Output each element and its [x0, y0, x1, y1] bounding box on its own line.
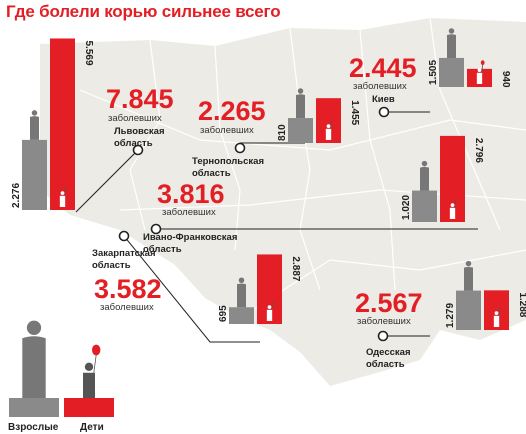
- child-icon: [59, 183, 68, 207]
- total-label-zakarpattia: заболевших: [100, 302, 154, 313]
- region-label-lviv: Львовская область: [114, 126, 165, 149]
- adult-icon: [30, 110, 39, 140]
- region-label-odesa: Одесская область: [366, 347, 411, 370]
- child-icon: [266, 297, 275, 321]
- total-label-odesa: заболевших: [357, 316, 411, 327]
- bar-group-kyiv: 1.505 940: [428, 28, 511, 88]
- value-label-adults: 1.279: [445, 303, 456, 328]
- region-dot: [150, 223, 162, 235]
- leader-line: [123, 235, 260, 343]
- value-label-adults: 695: [218, 305, 229, 322]
- bar-group-ivano-frankivsk: 1.020 2.796: [401, 135, 484, 222]
- total-zakarpattia: 3.582: [94, 274, 162, 304]
- bar-adults-lviv: [22, 139, 47, 210]
- bar-children-lviv: [50, 38, 75, 211]
- chart-title: Где болели корью сильнее всего: [6, 2, 281, 21]
- value-label-children: 2.887: [290, 256, 301, 281]
- region-dot: [132, 144, 144, 156]
- legend-adults-label: Взрослые: [8, 422, 59, 433]
- value-label-children: 1.455: [349, 100, 360, 125]
- legend-adult-icon: [22, 320, 46, 398]
- value-label-adults: 1.505: [428, 60, 439, 85]
- total-ivano-frankivsk: 3.816: [157, 179, 225, 209]
- region-border: [129, 39, 161, 231]
- value-label-adults: 810: [277, 124, 288, 141]
- adult-icon: [464, 260, 473, 291]
- region-label-zakarpattia: Закарпатская область: [92, 248, 156, 271]
- leader-line: [75, 149, 139, 213]
- value-label-adults: 1.020: [401, 195, 412, 220]
- adult-icon: [296, 88, 305, 119]
- value-label-children: 1.288: [517, 292, 526, 317]
- region-border: [289, 27, 321, 291]
- total-label-kyiv: заболевших: [353, 81, 407, 92]
- region-dot: [234, 142, 246, 154]
- region-dot: [378, 106, 390, 118]
- adult-icon: [447, 28, 456, 58]
- region-label-ternopil: Тернопольская область: [192, 156, 265, 179]
- total-kyiv: 2.445: [349, 53, 417, 83]
- total-label-lviv: заболевших: [108, 113, 162, 124]
- region-border: [239, 249, 526, 319]
- bar-group-zakarpattia: 695 2.887: [218, 254, 301, 324]
- legend-children-label: Дети: [80, 422, 104, 433]
- value-label-children: 940: [500, 71, 511, 88]
- adult-icon: [420, 160, 429, 191]
- legend-swatch-adults: [9, 398, 59, 417]
- bar-group-lviv: 2.276 5.569: [11, 38, 94, 211]
- child-icon: [493, 303, 502, 327]
- region-border: [214, 45, 241, 251]
- total-lviv: 7.845: [106, 84, 174, 114]
- value-label-children: 2.796: [473, 138, 484, 163]
- adult-icon: [237, 277, 246, 308]
- legend-swatch-children: [64, 398, 114, 417]
- bar-adults-ternopil: [288, 118, 313, 143]
- bar-group-odesa: 1.279 1.288: [445, 260, 526, 330]
- bar-adults-zakarpattia: [229, 307, 254, 324]
- region-label-kyiv: Киев: [372, 94, 395, 105]
- total-odesa: 2.567: [355, 288, 423, 318]
- bar-adults-ivano-frankivsk: [412, 190, 437, 222]
- legend-child-icon: [83, 344, 101, 398]
- total-label-ternopil: заболевших: [200, 125, 254, 136]
- total-ternopil: 2.265: [198, 96, 266, 126]
- child-icon: [325, 116, 334, 140]
- region-dot: [118, 230, 130, 242]
- legend: [9, 320, 114, 417]
- region-dot: [377, 330, 389, 342]
- total-label-ivano-frankivsk: заболевших: [162, 207, 216, 218]
- value-label-adults: 2.276: [11, 183, 22, 208]
- region-border: [359, 29, 396, 291]
- region-label-ivano-frankivsk: Ивано-Франковская область: [143, 232, 238, 255]
- map-landmass: [40, 18, 526, 386]
- bar-children-ivano-frankivsk: [440, 135, 465, 222]
- region-border: [79, 89, 526, 151]
- bar-group-ternopil: 810 1.455: [277, 88, 360, 143]
- child-icon: [476, 60, 485, 84]
- region-border: [429, 17, 501, 231]
- value-label-children: 5.569: [83, 40, 94, 65]
- bar-adults-odesa: [456, 290, 481, 330]
- bar-adults-kyiv: [439, 57, 464, 87]
- child-icon: [449, 195, 458, 219]
